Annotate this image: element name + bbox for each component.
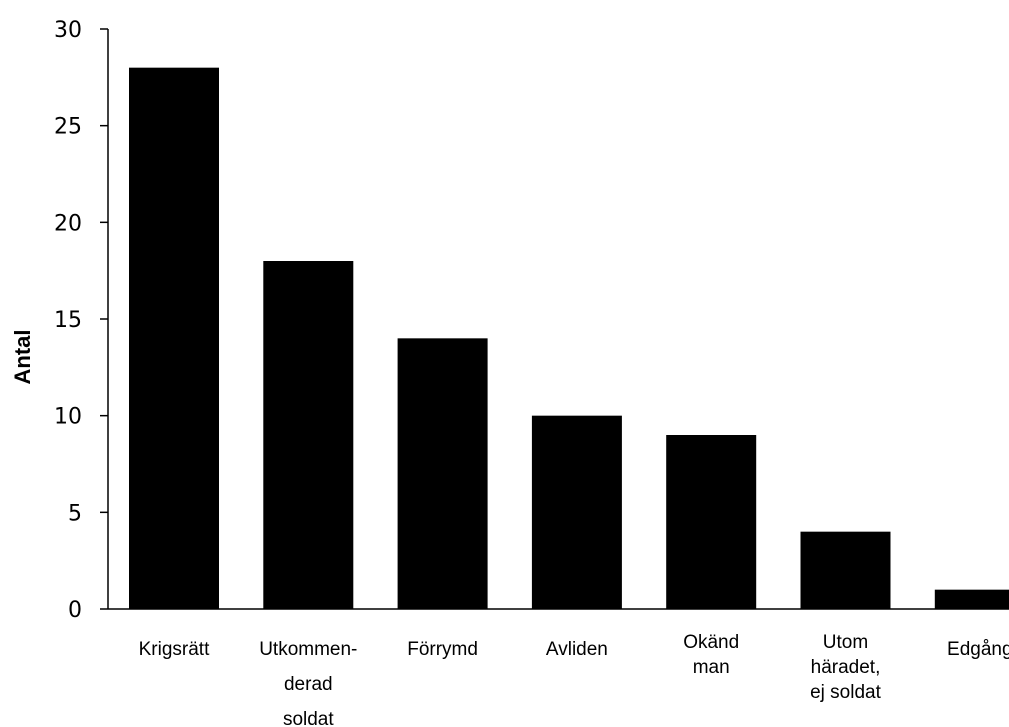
bar (397, 338, 488, 609)
y-axis: 0 5 10 15 20 25 30 Antal (10, 18, 109, 623)
x-category-label-line: häradet, (811, 657, 881, 678)
x-category-label: Utkommen-derad soldat (259, 639, 357, 727)
y-tick-label: 25 (54, 115, 82, 140)
x-category-label-line: derad (284, 674, 333, 695)
x-category-label-line: Utkommen- (259, 639, 357, 660)
y-tick-label: 20 (54, 211, 82, 236)
x-category-label: Avliden (546, 639, 608, 660)
x-category-label: Edgång (947, 639, 1009, 660)
x-category-label-line: Avliden (546, 639, 608, 660)
x-category-label-line: Okänd (683, 632, 739, 653)
x-category-label: Okänd man (683, 632, 739, 678)
bar (263, 261, 354, 609)
x-category-label-line: Edgång (947, 639, 1009, 660)
x-category-label: Utom häradet, ej soldat (810, 632, 881, 703)
bar (666, 435, 757, 609)
bar (531, 415, 622, 609)
bar (800, 531, 891, 609)
x-category-label: Krigsrätt (139, 639, 210, 660)
y-tick-label: 0 (68, 598, 82, 623)
x-category-label-line: Förrymd (407, 639, 478, 660)
bars (129, 67, 1009, 609)
x-category-label-line: Krigsrätt (139, 639, 210, 660)
y-axis-title: Antal (10, 330, 35, 385)
y-tick-label: 5 (68, 501, 82, 526)
x-axis: Krigsrätt Utkommen-derad soldat Förrymd Avli… (108, 608, 1009, 727)
bar (129, 67, 219, 609)
x-category-label-line: Utom (823, 632, 868, 653)
y-tick-label: 30 (54, 18, 82, 43)
y-tick-label: 15 (54, 308, 82, 333)
x-labels: Krigsrätt Utkommen-derad soldat Förrymd Avli… (139, 632, 1009, 727)
bar (934, 589, 1009, 609)
x-category-label-line: soldat (283, 709, 334, 727)
y-tick-label: 10 (54, 405, 82, 430)
x-category-label-line: ej soldat (810, 682, 881, 703)
x-category-label-line: man (693, 657, 730, 678)
y-ticks: 0 5 10 15 20 25 30 (54, 18, 108, 623)
x-category-label: Förrymd (407, 639, 478, 660)
